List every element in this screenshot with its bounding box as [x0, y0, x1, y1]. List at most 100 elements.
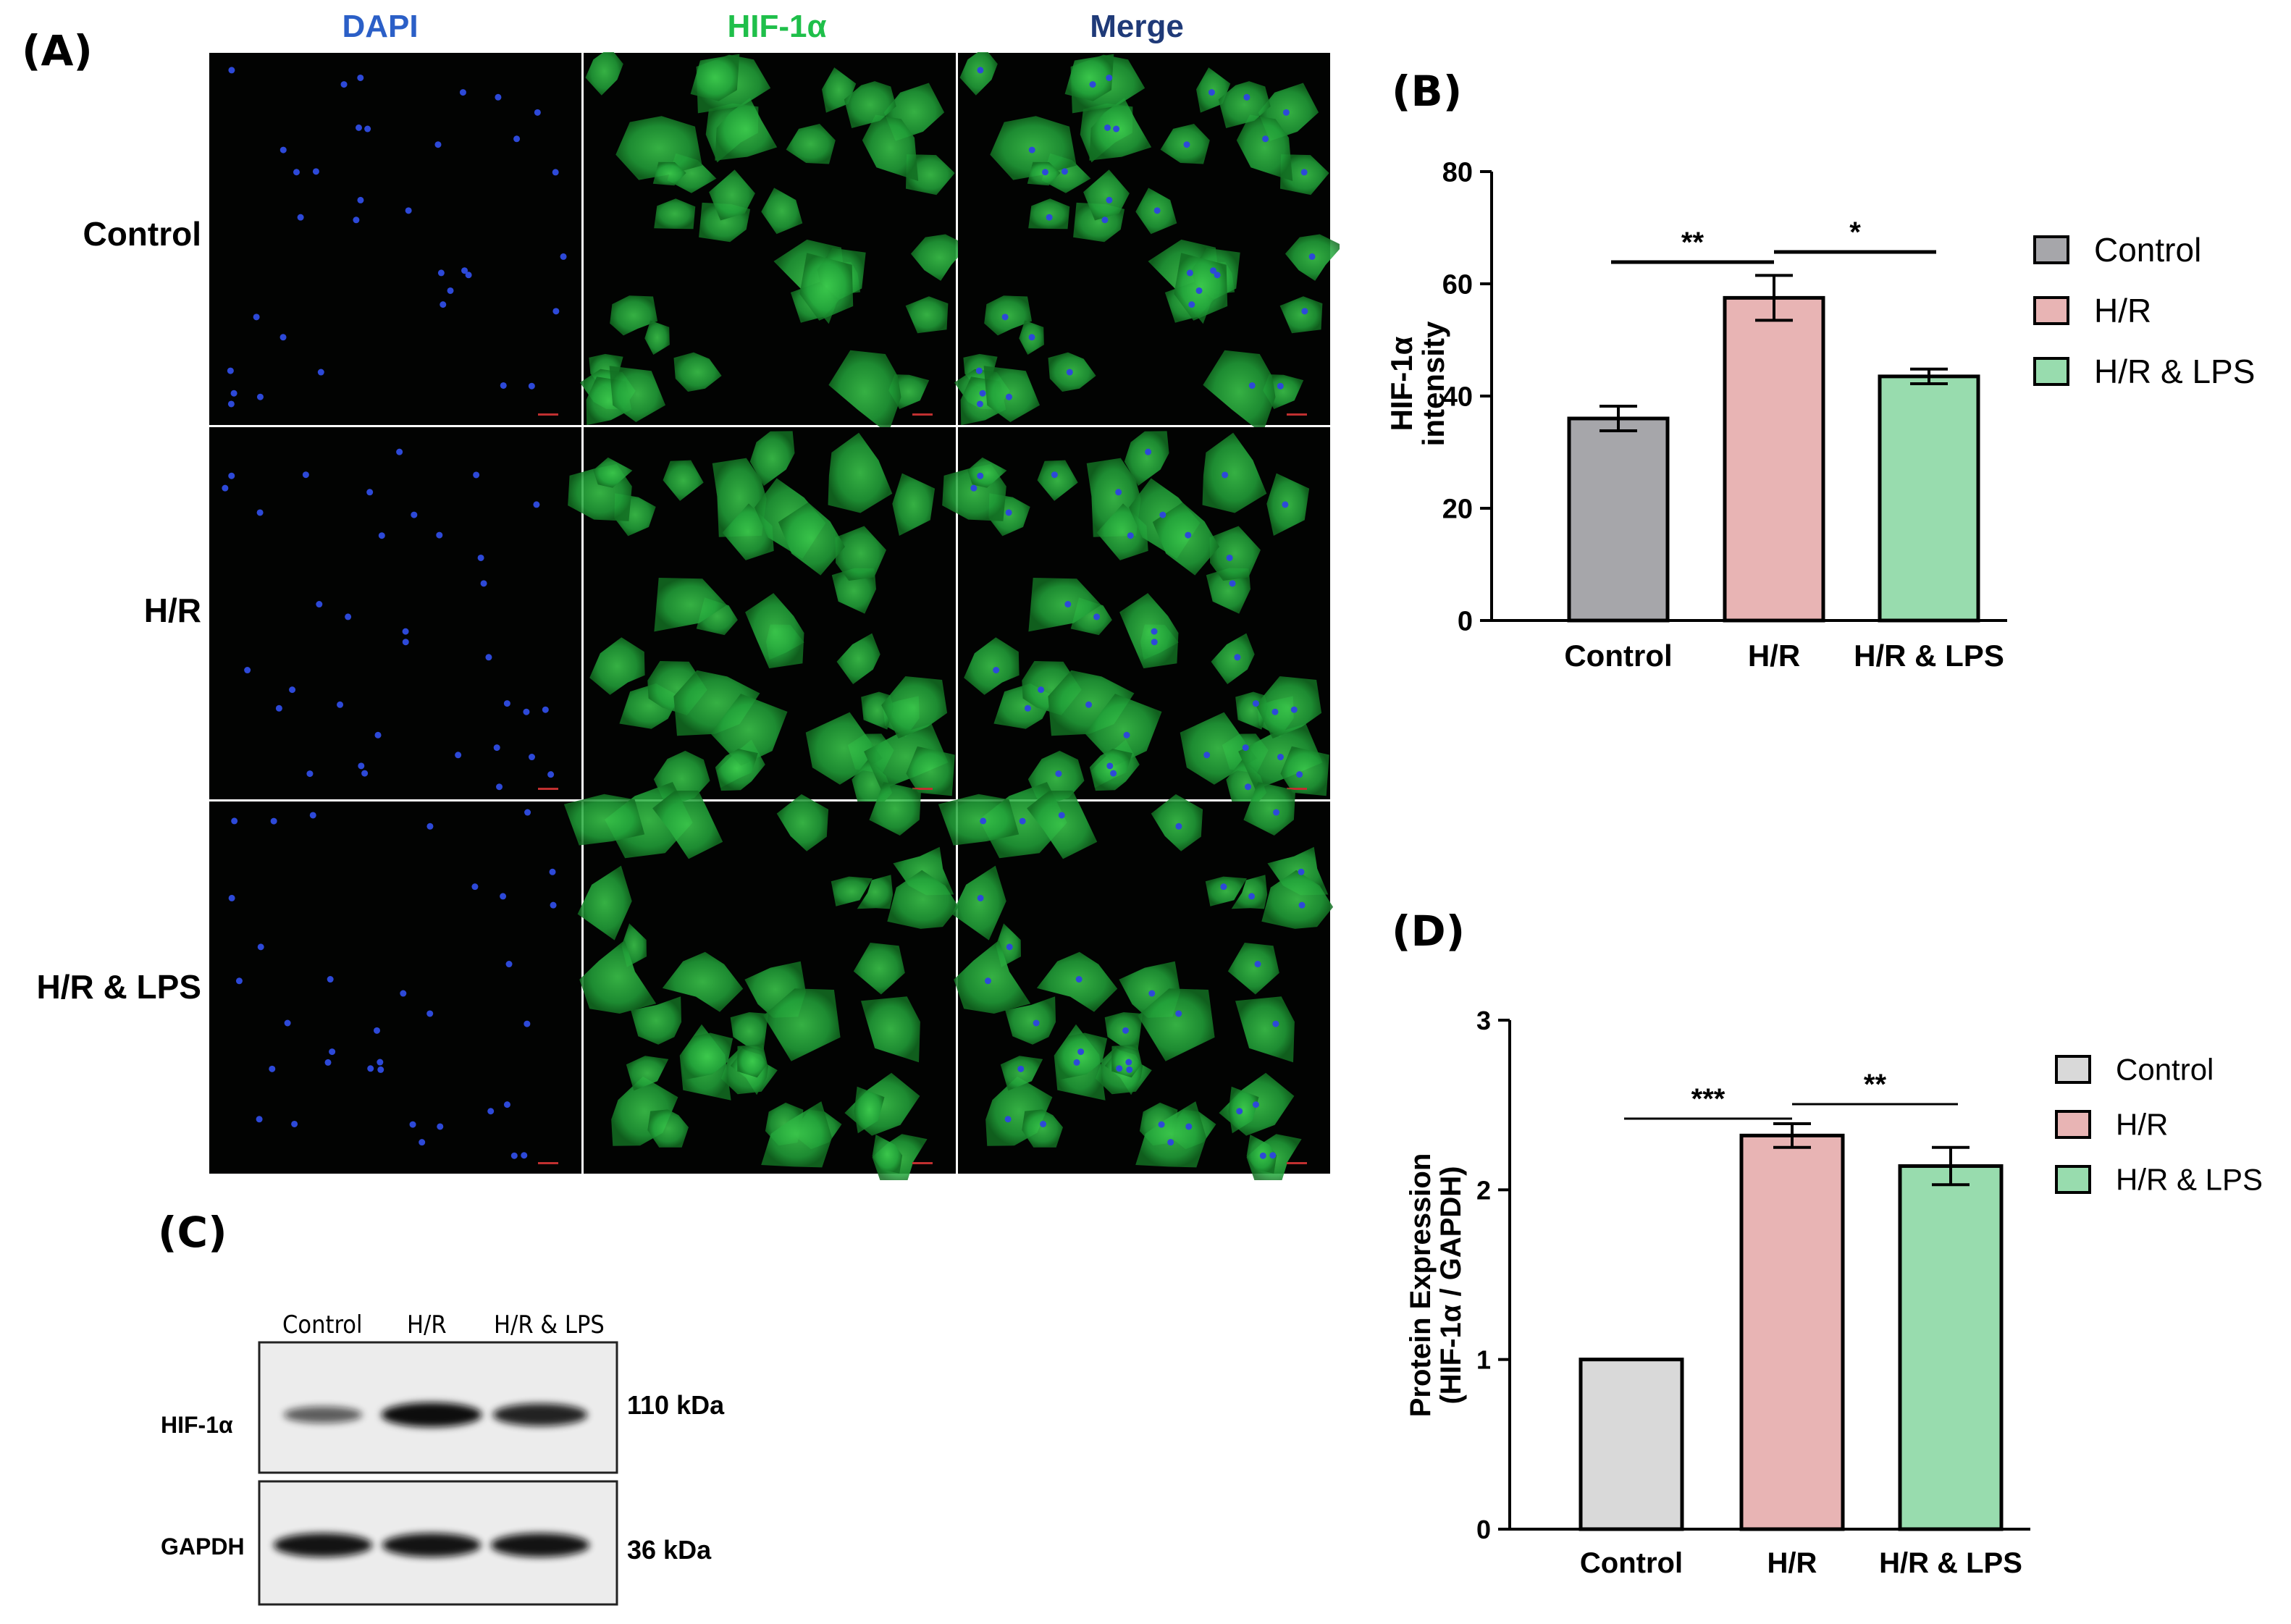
cell-shape [1280, 746, 1329, 796]
legend-label: H/R [2094, 292, 2151, 329]
cell-shape [1005, 996, 1056, 1045]
nucleus-dot [279, 146, 287, 153]
nucleus-dot [471, 883, 479, 891]
nucleus-dot [357, 196, 364, 203]
bar-h-r-lps [1898, 1164, 2004, 1531]
nucleus-dot [503, 700, 510, 707]
cell-shape [1279, 296, 1323, 334]
nucleus-dot [364, 125, 371, 132]
nucleus-dot [377, 1066, 384, 1073]
nucleus-dot [1151, 628, 1158, 635]
cell-shape [1056, 1032, 1108, 1080]
nucleus-dot [367, 1065, 374, 1072]
nucleus-dot [1262, 135, 1269, 143]
nucleus-dot [1188, 301, 1195, 308]
cell-shape [1028, 198, 1070, 230]
cell-shape [836, 633, 880, 684]
nucleus-dot [1058, 812, 1065, 819]
nucleus-dot [230, 390, 237, 397]
y-axis-label: Protein Expression(HIF-1α / GAPDH) [1405, 1153, 1467, 1418]
nucleus-dot [316, 601, 323, 608]
cell-shape [610, 295, 658, 336]
cell-shape [763, 988, 841, 1061]
cell-shape [589, 637, 645, 695]
nucleus-dot [1208, 89, 1215, 96]
bar-h-r-lps [1878, 374, 1980, 623]
legend-label: H/R & LPS [2094, 353, 2255, 390]
nucleus-dot [1041, 169, 1048, 176]
nucleus-dot [1110, 770, 1117, 777]
nucleus-dot [1254, 961, 1261, 968]
nucleus-dot [1229, 580, 1236, 587]
cell-shape [730, 1012, 768, 1051]
nucleus-dot [528, 382, 535, 390]
nucleus-dot [358, 762, 365, 770]
nucleus-dot [1185, 531, 1192, 539]
nucleus-dot [312, 168, 319, 175]
nucleus-dot [291, 1120, 298, 1127]
nucleus-dot [523, 708, 530, 715]
blot-size-label-gapdh: 36 kDa [627, 1535, 712, 1565]
nucleus-dot [436, 531, 443, 539]
cell-shape [631, 996, 682, 1045]
panel-c-label: (C) [158, 1208, 227, 1257]
cell-shape [853, 943, 905, 995]
nucleus-dot [289, 686, 296, 694]
nucleus-dot [1024, 704, 1031, 712]
scale-bar [1287, 1162, 1307, 1164]
nucleus-dot [337, 701, 344, 708]
nucleus-dot [1040, 1120, 1047, 1127]
nucleus-dot [355, 124, 362, 131]
nucleus-dot [1282, 109, 1290, 116]
nucleus-dot [256, 393, 264, 400]
x-tick-label: Control [1564, 639, 1672, 673]
microscopy-grid [209, 52, 1340, 1180]
nucleus-dot [1210, 267, 1217, 274]
western-blot-image [258, 1341, 618, 1606]
x-tick-label: H/R & LPS [1879, 1547, 2022, 1579]
cell-shape [1235, 996, 1295, 1063]
cell-shape [1261, 870, 1334, 929]
nucleus-dot [1106, 196, 1113, 203]
nucleus-dot [1185, 1123, 1193, 1130]
nucleus-dot [505, 961, 513, 968]
nucleus-dot [528, 754, 535, 761]
cell-shape [864, 723, 949, 790]
cell-shape [892, 473, 936, 536]
cell-shape [577, 865, 632, 941]
cell-shape [593, 457, 633, 488]
blot-band-hif1-lane3 [492, 1403, 588, 1426]
nucleus-dot [1028, 334, 1035, 341]
nucleus-dot [1236, 1108, 1243, 1115]
nucleus-dot [1055, 770, 1062, 778]
cell-shape [615, 116, 702, 180]
nucleus-dot [324, 1059, 332, 1066]
micrograph-dapi-row2 [209, 427, 581, 799]
cell-shape [906, 746, 955, 796]
nucleus-dot [411, 511, 418, 518]
blot-size-label-hif: 110 kDa [627, 1390, 725, 1420]
legend-swatch [2055, 1055, 2091, 1084]
legend-swatch [2033, 357, 2069, 386]
nucleus-dot [309, 812, 316, 819]
nucleus-dot [1028, 146, 1035, 153]
nucleus-dot [317, 369, 324, 376]
significance-stars: * [1849, 216, 1861, 248]
micrograph-dapi-row1 [209, 53, 581, 425]
cell-shape [1256, 676, 1322, 739]
nucleus-dot [437, 269, 445, 277]
nucleus-dot [1019, 817, 1026, 825]
legend-label: Control [2116, 1053, 2214, 1087]
cell-shape [1218, 81, 1271, 128]
nucleus-dot [1245, 783, 1252, 791]
nucleus-dot [1296, 771, 1303, 778]
x-tick-label: H/R [1767, 1547, 1817, 1579]
cell-shape [1151, 794, 1203, 851]
nucleus-dot [1005, 393, 1012, 400]
cell-shape [828, 432, 893, 513]
nucleus-dot [366, 489, 374, 496]
nucleus-dot [1167, 1139, 1174, 1146]
y-tick-label: 1 [1476, 1345, 1491, 1375]
cell-shape [881, 676, 948, 739]
scale-bar [1287, 788, 1307, 790]
